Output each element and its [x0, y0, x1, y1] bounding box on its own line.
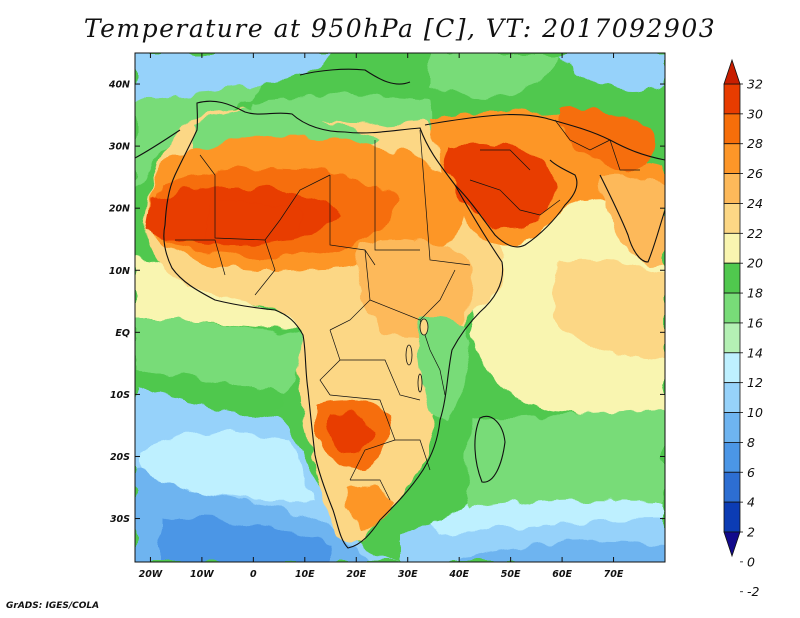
colorbar-bottom-arrow: [723, 531, 741, 558]
y-tick-label: 20S: [110, 452, 130, 463]
colorbar-label: 26: [747, 166, 763, 181]
x-tick-label: 50E: [501, 569, 521, 580]
x-tick-label: 0: [250, 569, 257, 580]
madagascar-green: [474, 418, 505, 481]
x-tick-label: 10W: [190, 569, 214, 580]
x-tick-label: 40E: [448, 569, 469, 580]
colorbar-swatch: [723, 322, 741, 354]
colorbar-swatch: [723, 113, 741, 145]
colorbar-swatch: [723, 83, 741, 115]
colorbar-label: 18: [747, 286, 763, 301]
axis-ticks: 40N 30N 20N 10N EQ 10S 20S 30S 20W 10W 0 10E 20E 30E 4…: [108, 53, 665, 580]
y-tick-label: 10N: [109, 266, 130, 277]
coastlines: [135, 68, 665, 549]
colorbar-label: 30: [747, 106, 763, 121]
colorbar-label: 10: [747, 405, 763, 420]
colorbar-label: 20: [747, 256, 763, 271]
sahel-core-2: [205, 200, 300, 244]
colorbar-label: 16: [747, 315, 763, 330]
india-warm: [600, 173, 665, 266]
x-tick-label: 60E: [552, 569, 572, 580]
north-east-corner-cool: [560, 53, 665, 91]
colorbar-label: 28: [747, 136, 763, 151]
colorbar-label: 32: [747, 77, 763, 92]
map-title: Temperature at 950hPa [C], VT: 201709290…: [83, 14, 717, 43]
x-tick-label: 20W: [139, 569, 163, 580]
y-tick-label: 20N: [109, 204, 130, 215]
colorbar-label: 22: [747, 226, 763, 241]
y-tick-label: 30S: [110, 514, 130, 525]
equatorial-atlantic-green: [135, 320, 302, 395]
y-tick-label: 30N: [109, 142, 130, 153]
x-tick-label: 70E: [604, 569, 624, 580]
colorbar-label: 14: [747, 345, 763, 360]
colorbar-top-arrow: [723, 58, 741, 85]
colorbar-label: 2: [747, 525, 755, 540]
north-atlantic-cool: [135, 53, 330, 100]
temperature-map: 40N 30N 20N 10N EQ 10S 20S 30S 20W 10W 0 10E 20E 30E 4…: [108, 52, 763, 599]
colorbar-swatch: [723, 262, 741, 294]
colorbar-swatch: [723, 441, 741, 473]
lakes: [405, 318, 429, 393]
southern-ocean-coldest: [160, 518, 330, 562]
colorbar-label: 6: [747, 465, 755, 480]
colorbar-swatch: [723, 203, 741, 234]
south-africa-highveld: [345, 484, 395, 530]
map-frame: [134, 52, 666, 563]
y-tick-label: 40N: [108, 80, 130, 91]
colorbar-label: 8: [747, 435, 755, 450]
colorbar-swatch: [723, 412, 741, 443]
country-borders: [175, 119, 640, 501]
arabian-peninsula-hot: [445, 143, 554, 229]
great-lakes-green: [415, 318, 470, 420]
colorbar-swatch: [723, 501, 741, 533]
colorbar-label: 24: [747, 196, 763, 211]
y-tick-label: EQ: [115, 328, 130, 339]
colorbar-label: 4: [747, 495, 755, 510]
colorbar-swatch: [723, 232, 741, 264]
x-tick-label: 20E: [346, 569, 366, 580]
colorbar-swatch: [723, 292, 741, 324]
colorbar-swatch: [723, 471, 741, 503]
x-tick-label: 10E: [295, 569, 315, 580]
caucasus-green: [430, 53, 560, 97]
central-africa-warm: [356, 240, 474, 338]
x-tick-label: 30E: [398, 569, 418, 580]
indian-ocean-mid: [550, 258, 665, 360]
south-atlantic-cold-core: [140, 433, 315, 502]
colorbar-label: -2: [747, 584, 760, 599]
southern-africa-core: [328, 413, 372, 452]
south-atlantic-green: [135, 370, 285, 420]
colorbar-swatch: [723, 382, 741, 413]
colorbar-swatch: [723, 143, 741, 175]
colorbar-label: 0: [747, 554, 755, 569]
y-tick-label: 10S: [110, 390, 130, 401]
south-indian-ocean-green: [466, 410, 665, 510]
colorbar-label: 12: [747, 375, 763, 390]
grads-credit: GrADS: IGES/COLA: [6, 601, 100, 611]
colorbar-swatch: [723, 173, 741, 204]
colorbar-swatch: [723, 352, 741, 384]
